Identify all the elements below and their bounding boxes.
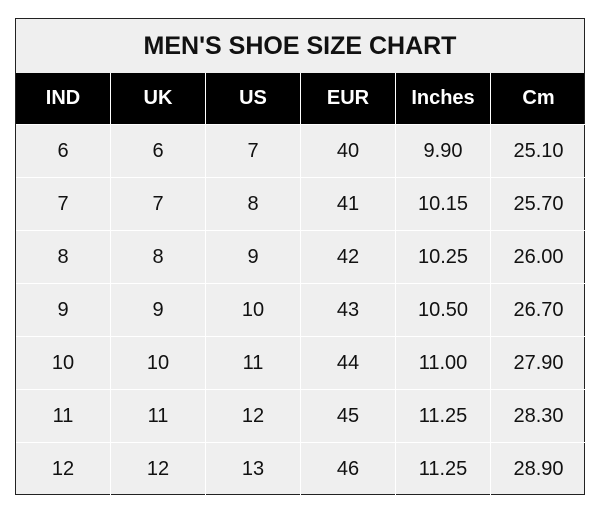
table-cell-inches: 10.15 (396, 178, 491, 231)
table-row: 12 12 13 46 11.25 28.90 (16, 443, 584, 496)
shoe-size-table: MEN'S SHOE SIZE CHART IND UK US EUR Inches Cm… (15, 18, 586, 496)
column-header-eur: EUR (301, 73, 396, 125)
table-cell-uk: 6 (111, 125, 206, 178)
table-cell-ind: 9 (16, 284, 111, 337)
table-row: 8 8 9 42 10.25 26.00 (16, 231, 586, 284)
table-cell-uk: 7 (111, 178, 206, 231)
table-cell-ind: 8 (16, 231, 111, 284)
table-cell-ind: 12 (16, 443, 111, 496)
table-cell-eur: 44 (301, 337, 396, 390)
table-row: 11 11 12 45 11.25 28.30 (16, 390, 586, 443)
column-header-inches: Inches (396, 73, 491, 125)
table-cell-cm: 26.00 (491, 231, 586, 284)
table-row: 7 7 8 41 10.15 25.70 (16, 178, 586, 231)
table-cell-cm: 25.70 (491, 178, 586, 231)
table-cell-uk: 9 (111, 284, 206, 337)
table-cell-ind: 6 (16, 125, 111, 178)
table-cell-inches: 10.25 (396, 231, 491, 284)
table-cell-us: 9 (206, 231, 301, 284)
table-cell-eur: 41 (301, 178, 396, 231)
table-cell-us: 11 (206, 337, 301, 390)
table-cell-eur: 42 (301, 231, 396, 284)
table-cell-us: 12 (206, 390, 301, 443)
table-cell-ind: 10 (16, 337, 111, 390)
table-cell-us: 8 (206, 178, 301, 231)
table-body: 6 6 7 40 9.90 25.10 7 7 8 41 10.15 25.70 8 8 9 42 10.25 2… (16, 125, 586, 496)
table-cell-us: 13 (206, 443, 301, 496)
table-cell-eur: 43 (301, 284, 396, 337)
table-cell-cm: 27.90 (491, 337, 586, 390)
table-cell-uk: 12 (111, 443, 206, 496)
table-cell-cm: 25.10 (491, 125, 586, 178)
table-cell-eur: 45 (301, 390, 396, 443)
table-cell-inches: 11.00 (396, 337, 491, 390)
table-cell-cm: 28.30 (491, 390, 586, 443)
column-header-uk: UK (111, 73, 206, 125)
table-cell-inches: 11.25 (396, 390, 491, 443)
header-row: IND UK US EUR Inches Cm (16, 73, 586, 125)
table-row: 10 10 11 44 11.00 27.90 (16, 337, 586, 390)
table-cell-inches: 9.90 (396, 125, 491, 178)
table-cell-us: 7 (206, 125, 301, 178)
column-header-us: US (206, 73, 301, 125)
table-cell-inches: 10.50 (396, 284, 491, 337)
table-cell-cm: 28.90 (513, 458, 564, 480)
table-cell-eur: 40 (301, 125, 396, 178)
table-cell-us: 10 (206, 284, 301, 337)
table-cell-eur: 46 (301, 443, 396, 496)
column-header-ind: IND (16, 73, 111, 125)
table-cell-ind: 11 (16, 390, 111, 443)
table-cell-ind: 7 (16, 178, 111, 231)
table-cell-cm: 26.70 (491, 284, 586, 337)
table-title: MEN'S SHOE SIZE CHART (143, 31, 457, 60)
table-cell-uk: 8 (111, 231, 206, 284)
table-cell-inches: 11.25 (396, 443, 491, 496)
table-cell-uk: 10 (111, 337, 206, 390)
table-row: 9 9 10 43 10.50 26.70 (16, 284, 586, 337)
column-header-cm: Cm (491, 73, 586, 125)
table-row: 6 6 7 40 9.90 25.10 (16, 125, 586, 178)
table-cell-uk: 11 (111, 390, 206, 443)
